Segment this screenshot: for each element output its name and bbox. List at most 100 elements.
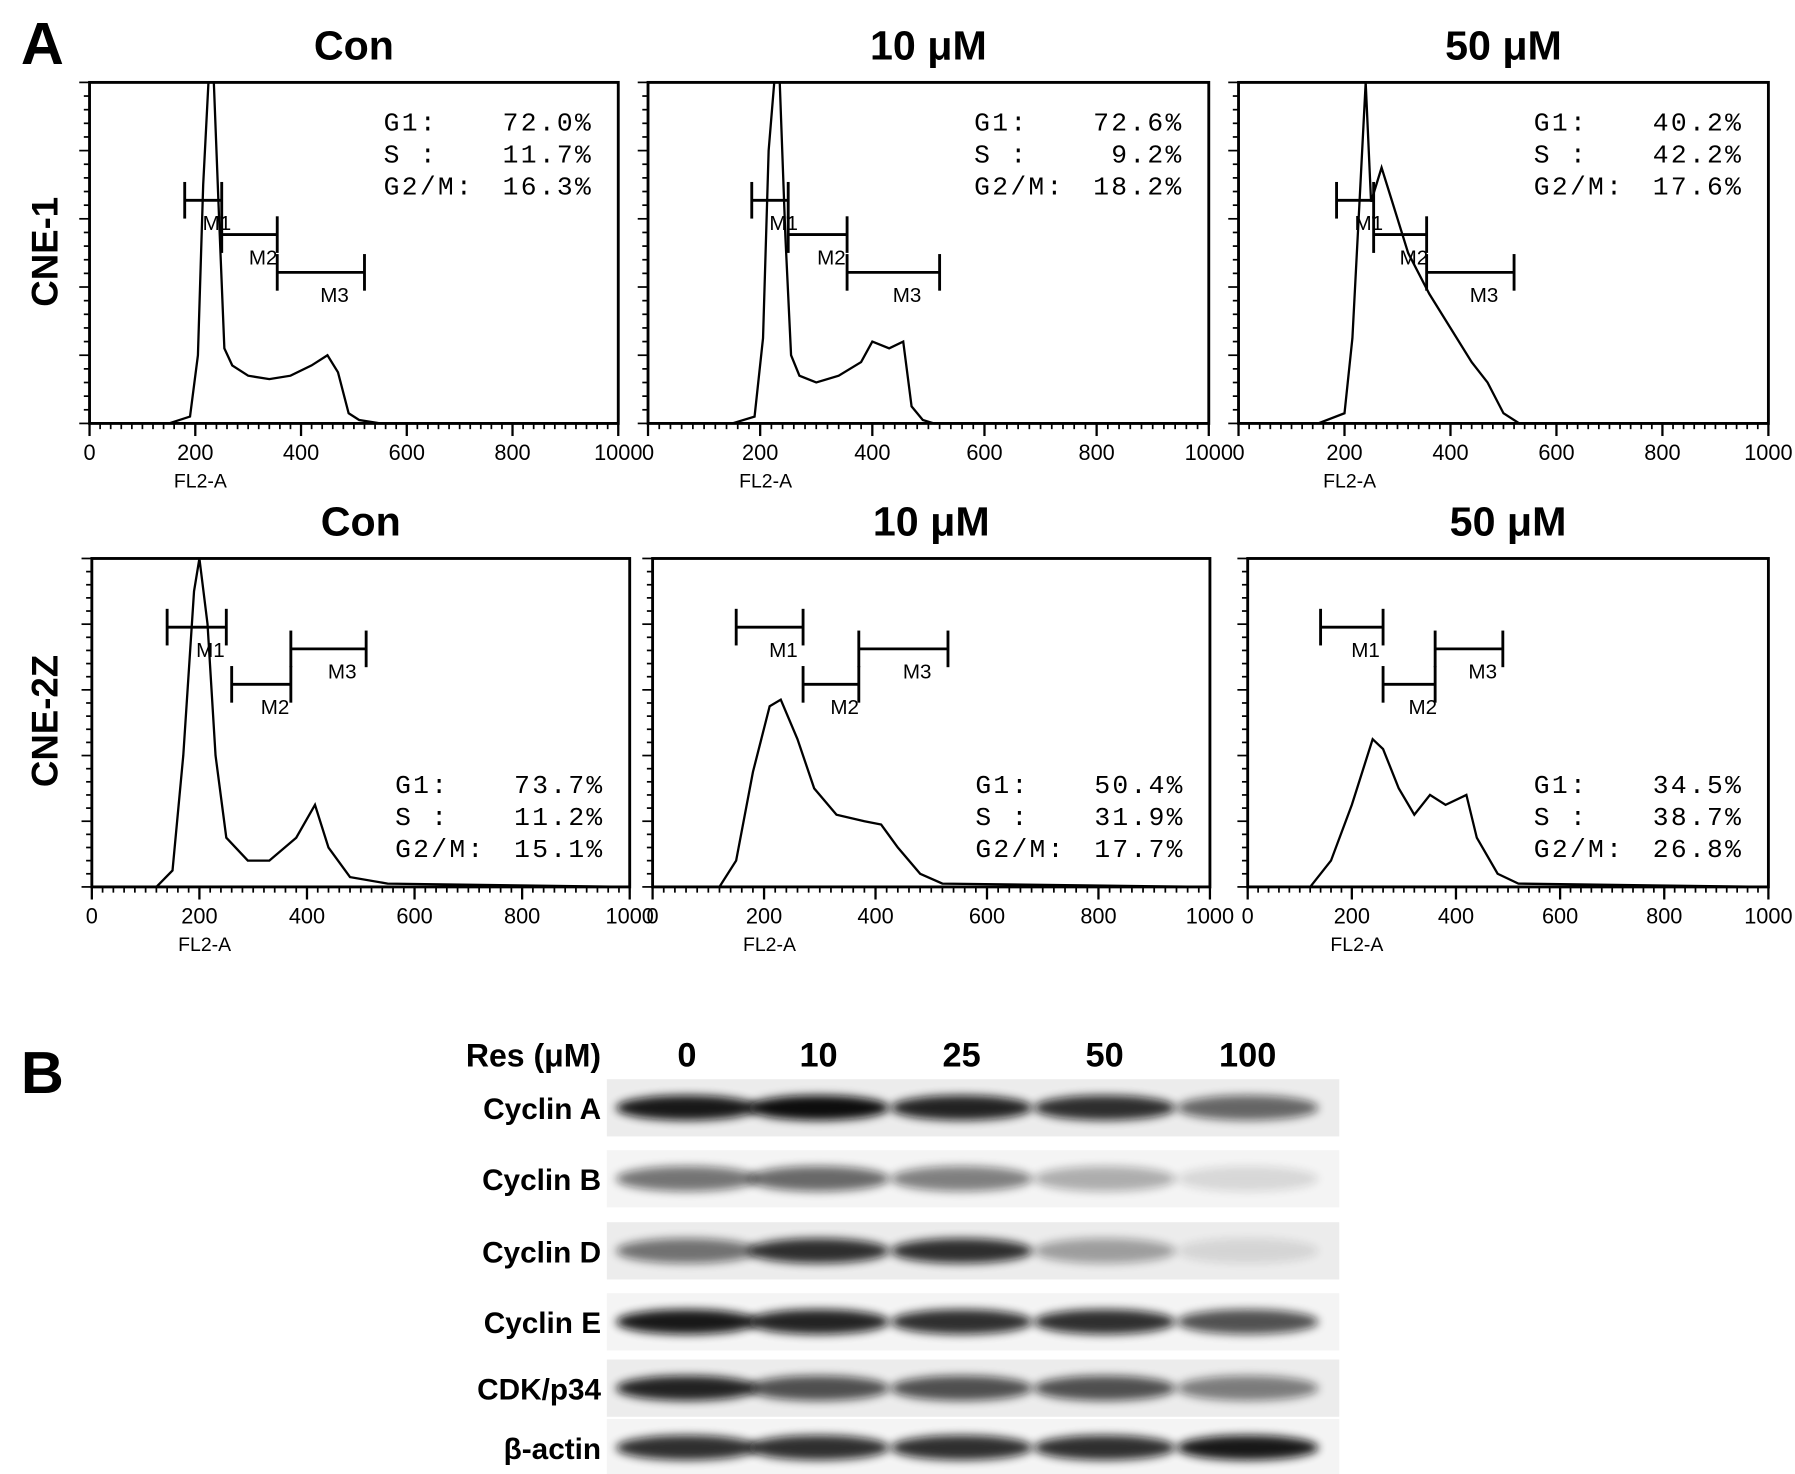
x-tick-label: 0: [1232, 440, 1244, 465]
gate: [289, 630, 368, 668]
gate: [1335, 181, 1376, 219]
lane-label: 10: [799, 1037, 837, 1075]
x-tick-label: 200: [1326, 440, 1362, 465]
band: [615, 1435, 758, 1461]
gate-label: M1: [769, 639, 798, 662]
stat-value: 34.5%: [1653, 771, 1743, 801]
band: [615, 1095, 758, 1121]
stat-value: 17.6%: [1653, 173, 1743, 203]
stat-value: 73.7%: [514, 771, 604, 801]
gate-label: M1: [1351, 639, 1380, 662]
band: [1033, 1166, 1176, 1192]
stat-label: G2/M:: [384, 173, 474, 203]
lane-label: 0: [677, 1037, 696, 1075]
band: [1176, 1435, 1319, 1461]
stat-value: 38.7%: [1653, 803, 1743, 833]
gate: [845, 254, 942, 291]
x-tick-label: 1000: [1186, 904, 1234, 929]
stat-label: S :: [1534, 141, 1588, 171]
x-axis-label: FL2-A: [739, 471, 792, 493]
protein-label: β-actin: [504, 1433, 602, 1466]
band: [890, 1166, 1033, 1192]
gate-label: M3: [903, 661, 932, 684]
lane-label: 100: [1219, 1037, 1276, 1075]
band: [747, 1435, 890, 1461]
band: [615, 1238, 758, 1264]
histogram-line: [1309, 737, 1769, 889]
stat-value: 18.2%: [1093, 173, 1183, 203]
band: [747, 1166, 890, 1192]
x-tick-label: 800: [494, 440, 530, 465]
x-tick-label: 800: [1078, 440, 1114, 465]
band: [615, 1166, 758, 1192]
band: [615, 1375, 758, 1401]
x-tick-label: 1000: [1185, 440, 1233, 465]
stat-label: S :: [1534, 803, 1588, 833]
x-tick-label: 800: [1080, 904, 1116, 929]
chart-title: 50 μM: [1445, 23, 1562, 69]
band: [1176, 1375, 1319, 1401]
gate: [275, 254, 366, 291]
gate: [786, 216, 849, 253]
band: [615, 1309, 758, 1335]
gate: [183, 181, 224, 219]
gate: [801, 666, 861, 703]
band: [890, 1435, 1033, 1461]
chart-title: Con: [321, 499, 401, 545]
gate: [1433, 630, 1505, 668]
stat-label: G2/M:: [975, 835, 1065, 865]
row-label: CNE-2Z: [25, 655, 66, 787]
gate: [857, 630, 950, 668]
band: [1176, 1095, 1319, 1121]
band: [1033, 1309, 1176, 1335]
x-tick-label: 600: [969, 904, 1005, 929]
band: [890, 1375, 1033, 1401]
lane-label: 50: [1086, 1037, 1124, 1075]
treatment-label: Res (μM): [466, 1038, 601, 1074]
x-axis-label: FL2-A: [178, 934, 231, 956]
x-axis-label: FL2-A: [1323, 471, 1376, 493]
gate: [1425, 254, 1516, 291]
band: [890, 1095, 1033, 1121]
x-tick-label: 600: [396, 904, 432, 929]
x-tick-label: 400: [283, 440, 319, 465]
band: [747, 1375, 890, 1401]
stat-label: G1:: [974, 108, 1028, 138]
stat-label: G1:: [1534, 771, 1588, 801]
gate-label: M2: [830, 696, 859, 719]
x-tick-label: 1000: [606, 904, 654, 929]
x-tick-label: 800: [504, 904, 540, 929]
stat-label: G2/M:: [1534, 835, 1624, 865]
stat-label: G1:: [384, 108, 438, 138]
gate: [1372, 216, 1429, 253]
x-tick-label: 0: [647, 904, 659, 929]
protein-label: Cyclin E: [484, 1307, 601, 1340]
stat-value: 72.0%: [503, 108, 593, 138]
band: [1176, 1309, 1319, 1335]
x-tick-label: 400: [1432, 440, 1468, 465]
stat-label: S :: [975, 803, 1029, 833]
band: [1176, 1166, 1319, 1192]
x-tick-label: 0: [83, 440, 95, 465]
stat-label: G1:: [1534, 108, 1588, 138]
x-tick-label: 400: [857, 904, 893, 929]
lane-label: 25: [942, 1037, 980, 1075]
gate-label: M3: [1470, 284, 1499, 307]
histogram-line: [168, 81, 619, 425]
stat-label: G1:: [975, 771, 1029, 801]
x-tick-label: 200: [181, 904, 217, 929]
chart-title: 10 μM: [873, 499, 990, 545]
x-axis-label: FL2-A: [1330, 934, 1383, 956]
gate-label: M2: [817, 246, 846, 269]
gate: [1381, 666, 1437, 703]
chart-title: 10 μM: [870, 23, 987, 69]
x-tick-label: 800: [1644, 440, 1680, 465]
x-tick-label: 200: [1334, 904, 1370, 929]
chart-title: Con: [314, 23, 394, 69]
x-tick-label: 1000: [594, 440, 642, 465]
stat-value: 11.7%: [503, 141, 593, 171]
chart-title: 50 μM: [1450, 499, 1567, 545]
stat-label: G2/M:: [974, 173, 1064, 203]
x-tick-label: 0: [1242, 904, 1254, 929]
